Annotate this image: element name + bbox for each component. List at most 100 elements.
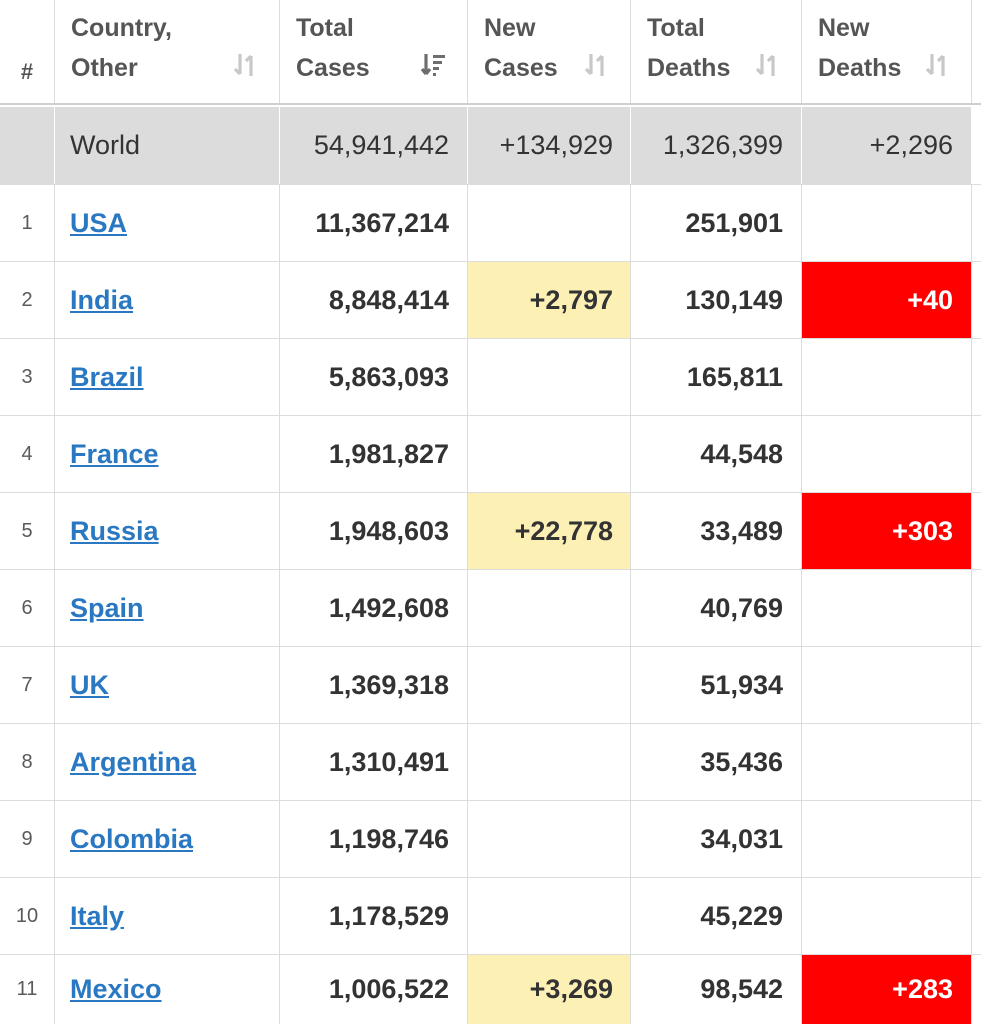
table-header: # Country, Other Total Cases [0, 0, 981, 105]
row-total-cases: 1,310,491 [280, 724, 468, 800]
country-link[interactable]: Italy [70, 900, 125, 931]
row-new-cases: +2,797 [468, 262, 631, 338]
sort-arrows-icon[interactable] [923, 50, 953, 80]
sort-desc-icon[interactable] [419, 50, 449, 80]
table-row: 9 Colombia 1,198,746 34,031 [0, 801, 981, 878]
header-new-deaths[interactable]: New Deaths [802, 0, 972, 103]
row-country-cell: Argentina [55, 724, 280, 800]
row-num: 2 [0, 262, 55, 338]
row-spacer [972, 493, 981, 569]
header-country[interactable]: Country, Other [55, 0, 280, 103]
row-num: 6 [0, 570, 55, 646]
row-new-cases: +22,778 [468, 493, 631, 569]
row-new-cases [468, 185, 631, 261]
country-link[interactable]: UK [70, 669, 109, 700]
row-new-deaths [802, 801, 972, 877]
header-num-label: # [20, 58, 34, 84]
row-total-cases: 1,981,827 [280, 416, 468, 492]
table-row: 6 Spain 1,492,608 40,769 [0, 570, 981, 647]
row-new-cases [468, 878, 631, 954]
row-total-cases: 1,492,608 [280, 570, 468, 646]
row-country-cell: India [55, 262, 280, 338]
row-spacer [972, 262, 981, 338]
row-num: 7 [0, 647, 55, 723]
header-num[interactable]: # [0, 0, 55, 103]
row-new-deaths [802, 570, 972, 646]
row-total-deaths: 51,934 [631, 647, 802, 723]
row-new-cases [468, 570, 631, 646]
header-new-cases-line2: Cases [484, 54, 558, 82]
country-link[interactable]: Russia [70, 515, 159, 546]
row-num: 8 [0, 724, 55, 800]
sort-arrows-icon[interactable] [582, 50, 612, 80]
country-link[interactable]: Colombia [70, 823, 194, 854]
row-total-deaths: 40,769 [631, 570, 802, 646]
header-total-deaths-line2: Deaths [647, 54, 731, 82]
header-total-cases[interactable]: Total Cases [280, 0, 468, 103]
world-num [0, 107, 55, 184]
row-new-cases [468, 647, 631, 723]
row-new-cases: +3,269 [468, 955, 631, 1024]
row-spacer [972, 416, 981, 492]
row-total-deaths: 44,548 [631, 416, 802, 492]
country-link[interactable]: Brazil [70, 361, 144, 392]
table-row: 5 Russia 1,948,603 +22,778 33,489 +303 [0, 493, 981, 570]
world-new-cases: +134,929 [468, 107, 631, 184]
world-label: World [55, 107, 280, 184]
row-new-deaths [802, 724, 972, 800]
table-row: 4 France 1,981,827 44,548 [0, 416, 981, 493]
table-row: 10 Italy 1,178,529 45,229 [0, 878, 981, 955]
header-total-deaths[interactable]: Total Deaths [631, 0, 802, 103]
row-total-cases: 11,367,214 [280, 185, 468, 261]
row-country-cell: Brazil [55, 339, 280, 415]
row-new-deaths [802, 185, 972, 261]
row-num: 5 [0, 493, 55, 569]
country-link[interactable]: Argentina [70, 746, 197, 777]
country-link[interactable]: Spain [70, 592, 144, 623]
header-country-line1: Country, [71, 14, 172, 42]
table-row: 1 USA 11,367,214 251,901 [0, 185, 981, 262]
world-spacer [972, 107, 981, 184]
row-new-deaths [802, 878, 972, 954]
header-total-cases-line1: Total [296, 14, 354, 42]
sort-arrows-icon[interactable] [231, 50, 261, 80]
row-spacer [972, 801, 981, 877]
row-spacer [972, 724, 981, 800]
header-total-cases-line2: Cases [296, 54, 370, 82]
row-total-deaths: 33,489 [631, 493, 802, 569]
row-spacer [972, 185, 981, 261]
row-total-deaths: 251,901 [631, 185, 802, 261]
row-spacer [972, 647, 981, 723]
header-total-deaths-line1: Total [647, 14, 705, 42]
row-total-cases: 1,006,522 [280, 955, 468, 1024]
country-link[interactable]: USA [70, 207, 128, 238]
row-total-cases: 1,948,603 [280, 493, 468, 569]
row-country-cell: France [55, 416, 280, 492]
header-new-cases[interactable]: New Cases [468, 0, 631, 103]
row-spacer [972, 955, 981, 1024]
country-link[interactable]: Mexico [70, 974, 162, 1004]
row-new-cases [468, 416, 631, 492]
row-country-cell: Colombia [55, 801, 280, 877]
sort-arrows-icon[interactable] [753, 50, 783, 80]
table-row: 8 Argentina 1,310,491 35,436 [0, 724, 981, 801]
row-total-cases: 1,178,529 [280, 878, 468, 954]
table-row: 11 Mexico 1,006,522 +3,269 98,542 +283 [0, 955, 981, 1024]
row-total-deaths: 45,229 [631, 878, 802, 954]
row-total-deaths: 35,436 [631, 724, 802, 800]
row-country-cell: Mexico [55, 955, 280, 1024]
row-total-deaths: 34,031 [631, 801, 802, 877]
row-new-deaths: +303 [802, 493, 972, 569]
country-link[interactable]: France [70, 438, 159, 469]
row-spacer [972, 339, 981, 415]
row-new-cases [468, 339, 631, 415]
row-country-cell: UK [55, 647, 280, 723]
row-total-deaths: 165,811 [631, 339, 802, 415]
row-new-deaths: +40 [802, 262, 972, 338]
row-total-deaths: 130,149 [631, 262, 802, 338]
row-country-cell: USA [55, 185, 280, 261]
row-country-cell: Spain [55, 570, 280, 646]
row-total-cases: 1,369,318 [280, 647, 468, 723]
country-link[interactable]: India [70, 284, 134, 315]
